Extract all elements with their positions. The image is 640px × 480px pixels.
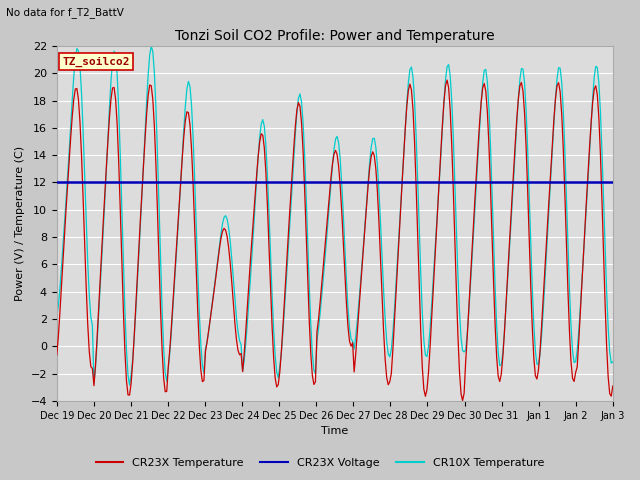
Legend: CR23X Temperature, CR23X Voltage, CR10X Temperature: CR23X Temperature, CR23X Voltage, CR10X … <box>91 453 549 472</box>
X-axis label: Time: Time <box>321 426 348 436</box>
Text: No data for f_T2_BattV: No data for f_T2_BattV <box>6 7 124 18</box>
Title: Tonzi Soil CO2 Profile: Power and Temperature: Tonzi Soil CO2 Profile: Power and Temper… <box>175 29 495 43</box>
Y-axis label: Power (V) / Temperature (C): Power (V) / Temperature (C) <box>15 146 25 301</box>
Text: TZ_soilco2: TZ_soilco2 <box>62 57 130 67</box>
